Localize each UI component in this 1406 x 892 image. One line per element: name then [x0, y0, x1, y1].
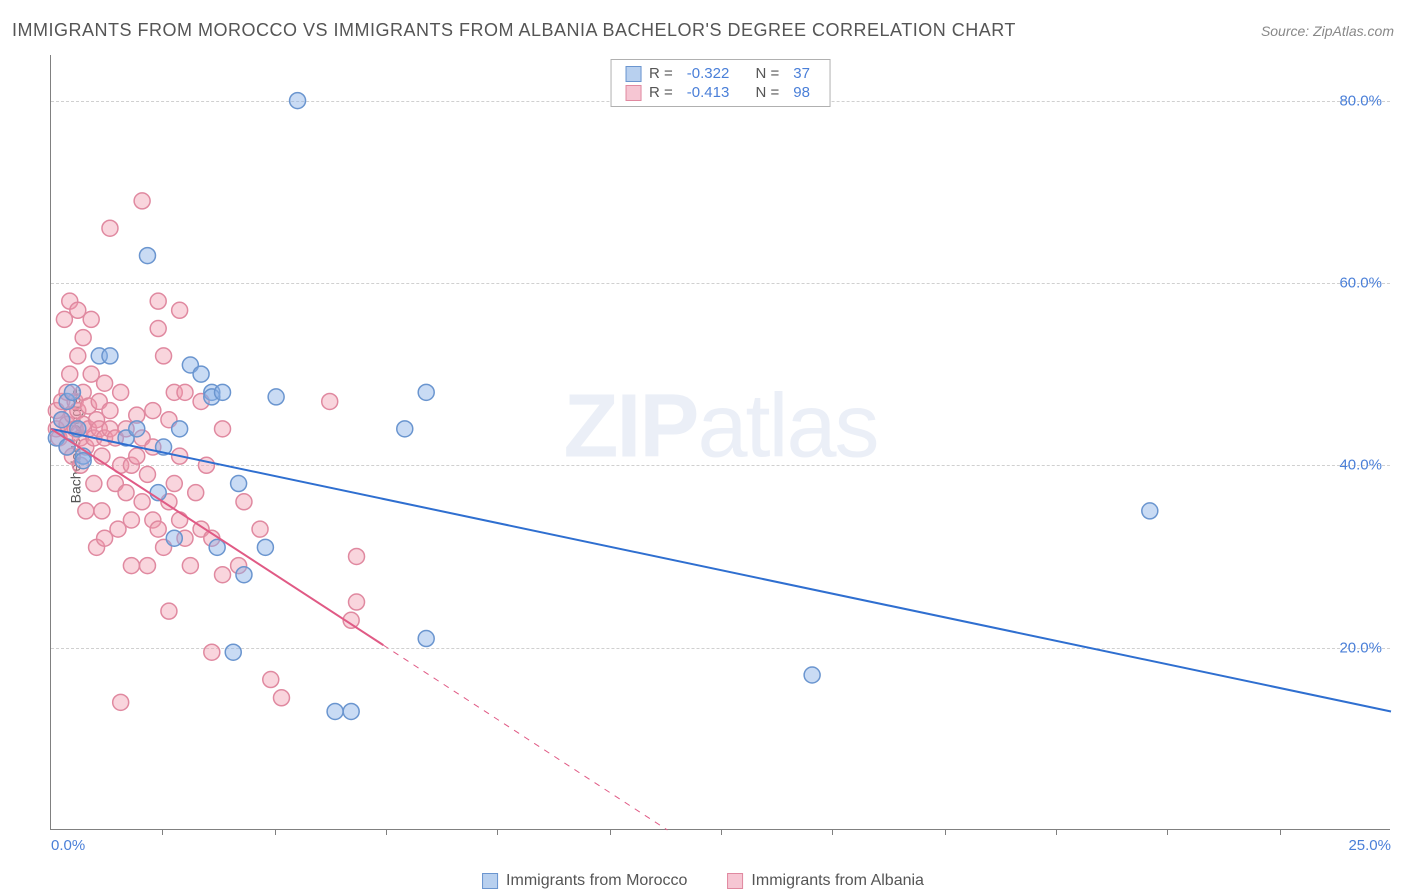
data-point — [268, 389, 284, 405]
data-point — [177, 384, 193, 400]
legend-bottom: Immigrants from Morocco Immigrants from … — [482, 872, 924, 890]
legend-item-morocco: Immigrants from Morocco — [482, 872, 687, 890]
trend-line-dashed — [383, 645, 667, 830]
data-point — [327, 703, 343, 719]
r-label: R = — [649, 65, 673, 82]
x-tick-label: 25.0% — [1348, 837, 1391, 854]
data-point — [156, 348, 172, 364]
data-point — [236, 567, 252, 583]
n-label: N = — [756, 65, 780, 82]
data-point — [172, 512, 188, 528]
data-point — [123, 512, 139, 528]
data-point — [139, 558, 155, 574]
data-point — [804, 667, 820, 683]
chart-title: IMMIGRANTS FROM MOROCCO VS IMMIGRANTS FR… — [12, 20, 1016, 41]
data-point — [123, 558, 139, 574]
legend-row-albania: R = -0.413 N = 98 — [625, 83, 816, 102]
data-point — [166, 530, 182, 546]
swatch-morocco — [625, 66, 641, 82]
y-tick-label: 20.0% — [1339, 639, 1382, 656]
data-point — [129, 448, 145, 464]
legend-correlation: R = -0.322 N = 37 R = -0.413 N = 98 — [610, 59, 831, 107]
data-point — [139, 248, 155, 264]
chart-area: ZIPatlas R = -0.322 N = 37 R = -0.413 N … — [50, 55, 1390, 830]
data-point — [150, 321, 166, 337]
data-point — [139, 466, 155, 482]
data-point — [204, 644, 220, 660]
data-point — [129, 421, 145, 437]
data-point — [134, 494, 150, 510]
trend-line — [51, 429, 1391, 712]
data-point — [150, 293, 166, 309]
data-point — [70, 348, 86, 364]
y-tick-label: 60.0% — [1339, 274, 1382, 291]
data-point — [59, 439, 75, 455]
data-point — [172, 302, 188, 318]
data-point — [257, 539, 273, 555]
data-point — [78, 503, 94, 519]
data-point — [97, 375, 113, 391]
chart-header: IMMIGRANTS FROM MOROCCO VS IMMIGRANTS FR… — [12, 20, 1394, 41]
data-point — [215, 567, 231, 583]
data-point — [273, 690, 289, 706]
data-point — [397, 421, 413, 437]
data-point — [102, 403, 118, 419]
legend-label-albania: Immigrants from Albania — [751, 872, 924, 890]
data-point — [161, 603, 177, 619]
data-point — [118, 485, 134, 501]
data-point — [113, 694, 129, 710]
data-point — [418, 631, 434, 647]
data-point — [225, 644, 241, 660]
data-point — [134, 193, 150, 209]
data-point — [54, 412, 70, 428]
legend-item-albania: Immigrants from Albania — [727, 872, 924, 890]
x-tick-label: 0.0% — [51, 837, 85, 854]
data-point — [172, 421, 188, 437]
data-point — [188, 485, 204, 501]
scatter-plot — [51, 55, 1390, 829]
data-point — [349, 594, 365, 610]
chart-source: Source: ZipAtlas.com — [1261, 23, 1394, 39]
data-point — [418, 384, 434, 400]
data-point — [94, 503, 110, 519]
y-tick-label: 40.0% — [1339, 457, 1382, 474]
data-point — [263, 672, 279, 688]
data-point — [102, 348, 118, 364]
legend-label-morocco: Immigrants from Morocco — [506, 872, 687, 890]
data-point — [62, 366, 78, 382]
data-point — [86, 476, 102, 492]
n-label: N = — [756, 84, 780, 101]
data-point — [252, 521, 268, 537]
data-point — [215, 421, 231, 437]
data-point — [145, 403, 161, 419]
data-point — [1142, 503, 1158, 519]
r-value-albania: -0.413 — [687, 84, 730, 101]
data-point — [75, 453, 91, 469]
n-value-morocco: 37 — [793, 65, 810, 82]
data-point — [290, 93, 306, 109]
swatch-albania — [625, 85, 641, 101]
r-label: R = — [649, 84, 673, 101]
data-point — [236, 494, 252, 510]
r-value-morocco: -0.322 — [687, 65, 730, 82]
data-point — [215, 384, 231, 400]
data-point — [75, 330, 91, 346]
data-point — [231, 476, 247, 492]
data-point — [343, 703, 359, 719]
data-point — [322, 393, 338, 409]
n-value-albania: 98 — [793, 84, 810, 101]
data-point — [166, 476, 182, 492]
swatch-morocco-icon — [482, 873, 498, 889]
data-point — [349, 548, 365, 564]
data-point — [193, 366, 209, 382]
data-point — [113, 384, 129, 400]
data-point — [83, 311, 99, 327]
data-point — [64, 384, 80, 400]
data-point — [182, 558, 198, 574]
swatch-albania-icon — [727, 873, 743, 889]
y-tick-label: 80.0% — [1339, 92, 1382, 109]
legend-row-morocco: R = -0.322 N = 37 — [625, 64, 816, 83]
data-point — [150, 521, 166, 537]
data-point — [102, 220, 118, 236]
